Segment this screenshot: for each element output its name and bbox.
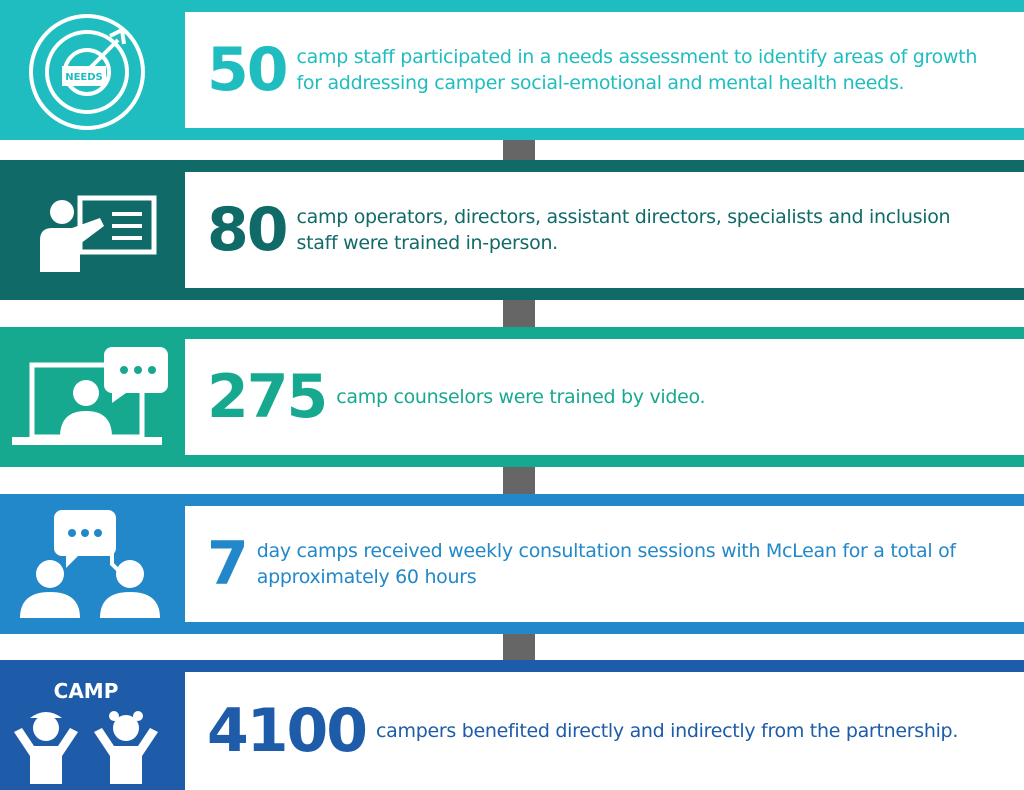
stat-row: 275 camp counselors were trained by vide…: [0, 327, 1024, 467]
text-line: camp staff participated in a needs asses…: [296, 46, 978, 68]
icon: [12, 347, 168, 445]
stat-row: 80 camp operators, directors, assistant …: [0, 160, 1024, 300]
stat-text: camp staff participated in a needs asses…: [297, 44, 978, 96]
stat-number: 80: [207, 195, 288, 265]
connector: [503, 467, 535, 494]
icon-label: CAMP: [54, 679, 119, 703]
stat-text: campers benefited directly and indirectl…: [376, 718, 958, 744]
connector: [503, 140, 535, 160]
text-line: camp operators, directors, assistant dir…: [296, 206, 951, 228]
stat-text: day camps received weekly consultation s…: [257, 538, 956, 590]
text-line: camp counselors were trained by video.: [336, 386, 706, 408]
stat-row: NEEDS 50 camp staff participated in a ne…: [0, 0, 1024, 140]
text-line: for addressing camper social-emotional a…: [296, 72, 905, 94]
icon: NEEDS: [29, 14, 145, 130]
stat-number: 7: [207, 529, 249, 599]
stat-number: 4100: [207, 696, 368, 766]
text-line: approximately 60 hours: [256, 566, 477, 588]
stat-row: 7 day camps received weekly consultation…: [0, 494, 1024, 634]
text-line: staff were trained in-person.: [296, 232, 559, 254]
stat-box: 50 camp staff participated in a needs as…: [185, 12, 1024, 128]
icon: CAMP: [14, 679, 158, 784]
text-line: campers benefited directly and indirectl…: [376, 720, 959, 742]
stat-number: 50: [207, 35, 288, 105]
stat-number: 275: [207, 362, 328, 432]
stat-box: 4100 campers benefited directly and indi…: [185, 672, 1024, 790]
connector: [503, 634, 535, 660]
icon-label: NEEDS: [65, 72, 103, 83]
icon: [20, 510, 160, 618]
connector: [503, 300, 535, 327]
stat-box: 80 camp operators, directors, assistant …: [185, 172, 1024, 288]
stat-text: camp counselors were trained by video.: [336, 384, 705, 410]
stat-text: camp operators, directors, assistant dir…: [297, 204, 951, 256]
text-line: day camps received weekly consultation s…: [256, 540, 956, 562]
icon: [40, 195, 157, 272]
stat-box: 7 day camps received weekly consultation…: [185, 506, 1024, 622]
stat-box: 275 camp counselors were trained by vide…: [185, 339, 1024, 455]
stat-row: CAMP 4100 campers benefited directly and…: [0, 660, 1024, 790]
